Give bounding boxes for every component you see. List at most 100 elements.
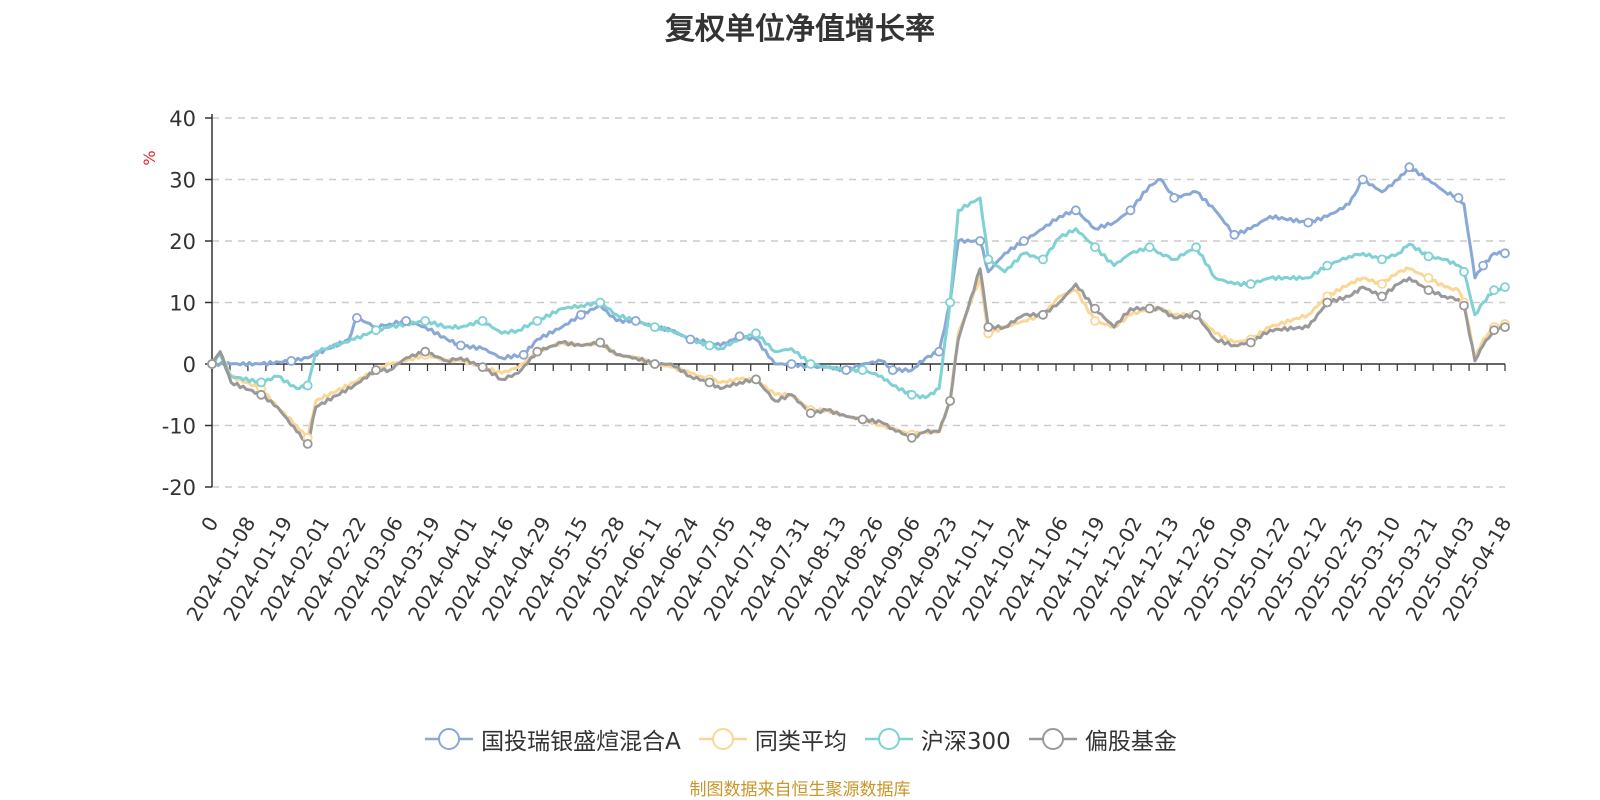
series-point-3 <box>857 414 868 425</box>
series-point-3 <box>532 346 543 357</box>
legend-symbol-icon <box>425 728 474 750</box>
grid-lines <box>212 117 1505 488</box>
series-point-3 <box>1144 303 1155 314</box>
series-point-3 <box>1377 291 1387 302</box>
series-point-0 <box>1478 260 1488 271</box>
series-point-2 <box>371 325 381 336</box>
y-tick-label: 30 <box>169 169 196 193</box>
series-point-0 <box>351 312 362 323</box>
series-point-3 <box>805 408 816 419</box>
legend-item-1[interactable]: 同类平均 <box>697 722 847 756</box>
series-point-0 <box>630 315 641 326</box>
series-point-0 <box>1070 205 1081 216</box>
series-point-3 <box>751 374 761 385</box>
series-point-3 <box>1500 322 1510 333</box>
series-point-2 <box>1144 242 1155 253</box>
legend: 国投瑞银盛煊混合A 同类平均 沪深300 偏股基金 <box>0 722 1600 756</box>
series-point-2 <box>1245 279 1256 289</box>
series-point-0 <box>786 359 797 369</box>
y-tick-label: 10 <box>169 292 196 316</box>
series-point-2 <box>1489 285 1499 296</box>
series-point-3 <box>302 438 313 449</box>
series-point-3 <box>649 359 660 369</box>
series-point-2 <box>1377 254 1387 265</box>
series-point-2 <box>751 328 761 339</box>
series-point-0 <box>734 331 745 342</box>
series-point-0 <box>887 365 898 376</box>
series-point-0 <box>841 365 852 376</box>
series-point-2 <box>906 389 917 400</box>
series-point-2 <box>595 297 606 308</box>
legend-symbol-icon <box>698 728 747 750</box>
series-point-3 <box>1322 297 1333 308</box>
legend-item-3[interactable]: 偏股基金 <box>1027 722 1177 756</box>
series-point-0 <box>1358 174 1368 185</box>
series-point-2 <box>477 315 488 326</box>
chart-title: 复权单位净值增长率 <box>665 12 935 47</box>
series-point-2 <box>302 380 313 391</box>
legend-item-0[interactable]: 国投瑞银盛煊混合A <box>423 722 681 756</box>
series-point-2 <box>256 377 267 388</box>
series-point-0 <box>1229 229 1240 240</box>
series-point-2 <box>1423 251 1434 262</box>
series-point-0 <box>975 236 985 246</box>
series-point-3 <box>1459 300 1469 311</box>
legend-label: 沪深300 <box>920 729 1011 755</box>
series-point-3 <box>1038 309 1048 320</box>
chart-plot: -20-10010203040%02024-01-082024-01-19202… <box>140 107 1516 625</box>
series-point-0 <box>286 355 297 366</box>
legend-item-2[interactable]: 沪深300 <box>863 722 1011 756</box>
series-point-3 <box>1245 337 1256 348</box>
series-line-1 <box>210 266 1506 440</box>
series-point-0 <box>1404 162 1415 173</box>
series-point-2 <box>649 322 660 333</box>
series-point-2 <box>1459 266 1469 277</box>
y-tick-label: 40 <box>169 107 196 131</box>
series-point-3 <box>983 322 994 333</box>
series-point-3 <box>704 377 715 388</box>
series-point-3 <box>207 359 217 369</box>
series-point-3 <box>595 337 606 348</box>
series-point-2 <box>1500 282 1510 293</box>
series-point-2 <box>983 254 994 265</box>
series-point-0 <box>576 309 586 320</box>
series-point-3 <box>945 395 955 406</box>
series-point-1 <box>1377 279 1387 289</box>
series-point-3 <box>1191 309 1201 320</box>
series-point-2 <box>532 315 543 326</box>
series-point-3 <box>371 365 381 376</box>
series-point-3 <box>1090 303 1100 314</box>
legend-label: 国投瑞银盛煊混合A <box>481 729 681 755</box>
series-point-3 <box>420 346 431 357</box>
y-tick-label: 0 <box>183 353 196 377</box>
series-point-0 <box>1500 248 1510 259</box>
series-point-2 <box>1090 242 1100 253</box>
series-point-0 <box>1303 217 1314 228</box>
series-point-0 <box>1019 236 1029 246</box>
series-point-0 <box>455 340 466 351</box>
y-tick-label: -10 <box>162 415 196 439</box>
series-point-0 <box>1125 205 1136 216</box>
legend-label: 同类平均 <box>754 729 847 755</box>
series-point-3 <box>256 389 267 400</box>
series-point-2 <box>704 340 715 351</box>
series-point-3 <box>477 362 488 373</box>
series-point-2 <box>857 365 868 376</box>
series-point-2 <box>1322 260 1333 271</box>
series-line-0 <box>211 165 1506 374</box>
source-note: 制图数据来自恒生聚源数据库 <box>689 780 911 800</box>
series-lines <box>210 165 1506 446</box>
y-tick-label: -20 <box>162 476 196 500</box>
series-point-2 <box>1191 242 1201 253</box>
series-point-3 <box>1489 325 1499 336</box>
legend-label: 偏股基金 <box>1084 729 1177 755</box>
series-point-0 <box>685 334 696 345</box>
series-point-2 <box>805 359 816 369</box>
legend-symbol-icon <box>864 728 913 750</box>
series-point-0 <box>401 315 412 326</box>
series-point-2 <box>945 297 955 308</box>
x-tick-label: 0 <box>196 513 223 536</box>
series-point-3 <box>1423 285 1434 296</box>
series-point-2 <box>1038 254 1048 265</box>
series-point-1 <box>1090 315 1100 326</box>
